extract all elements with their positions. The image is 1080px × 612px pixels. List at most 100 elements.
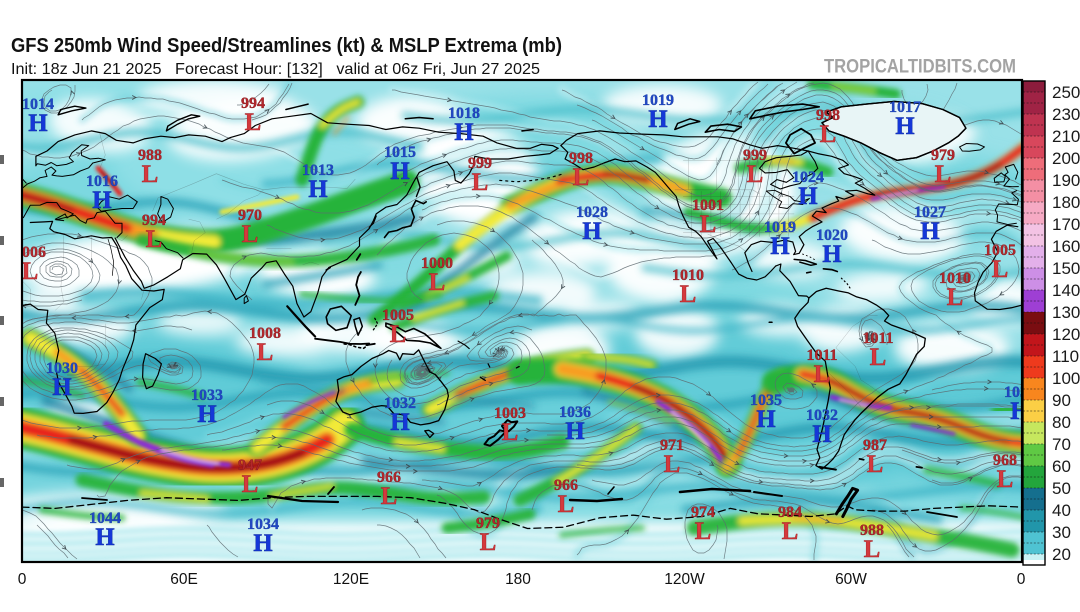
svg-text:1010: 1010 [672, 267, 704, 284]
svg-text:1028: 1028 [576, 204, 608, 221]
svg-text:140: 140 [1052, 281, 1080, 300]
svg-text:250: 250 [1052, 83, 1080, 102]
svg-text:999: 999 [468, 155, 492, 172]
svg-text:966: 966 [554, 477, 578, 494]
svg-text:L: L [390, 321, 407, 348]
svg-text:200: 200 [1052, 149, 1080, 168]
svg-text:30: 30 [1052, 523, 1071, 542]
svg-text:1036: 1036 [559, 404, 591, 421]
svg-text:L: L [992, 256, 1009, 283]
svg-text:80: 80 [1052, 413, 1071, 432]
svg-text:H: H [1010, 398, 1030, 425]
svg-text:L: L [381, 483, 398, 510]
svg-text:50: 50 [1052, 479, 1071, 498]
svg-text:1044: 1044 [89, 510, 121, 527]
svg-text:H: H [582, 218, 602, 245]
svg-text:L: L [480, 529, 497, 556]
svg-text:H: H [648, 106, 668, 133]
svg-text:1035: 1035 [1004, 384, 1036, 401]
svg-text:L: L [245, 109, 262, 136]
svg-text:L: L [242, 471, 259, 498]
svg-text:947: 947 [238, 457, 262, 474]
svg-text:979: 979 [931, 147, 955, 164]
svg-text:0: 0 [18, 571, 27, 588]
svg-text:994: 994 [142, 212, 166, 229]
svg-text:L: L [870, 344, 887, 371]
svg-text:H: H [28, 110, 48, 137]
svg-text:210: 210 [1052, 127, 1080, 146]
svg-text:120: 120 [1052, 325, 1080, 344]
svg-text:L: L [257, 339, 274, 366]
svg-text:110: 110 [1052, 347, 1079, 366]
svg-text:H: H [92, 187, 112, 214]
svg-text:987: 987 [863, 437, 887, 454]
svg-text:L: L [142, 161, 159, 188]
svg-text:H: H [197, 401, 217, 428]
svg-text:40: 40 [1052, 501, 1071, 520]
svg-text:988: 988 [860, 522, 884, 539]
svg-text:1019: 1019 [764, 219, 796, 236]
svg-text:70: 70 [1052, 435, 1071, 454]
svg-text:1018: 1018 [448, 105, 480, 122]
svg-text:1035: 1035 [750, 392, 782, 409]
svg-text:1011: 1011 [806, 347, 837, 364]
svg-text:L: L [947, 284, 964, 311]
svg-text:1032: 1032 [806, 407, 838, 424]
svg-text:160: 160 [1052, 237, 1080, 256]
svg-text:998: 998 [816, 107, 840, 124]
svg-text:150: 150 [1052, 259, 1080, 278]
svg-text:971: 971 [660, 437, 684, 454]
svg-text:L: L [820, 121, 837, 148]
svg-text:1001: 1001 [692, 197, 724, 214]
svg-text:H: H [920, 218, 940, 245]
svg-text:L: L [242, 221, 259, 248]
svg-text:60: 60 [1052, 457, 1071, 476]
svg-text:1020: 1020 [816, 227, 848, 244]
svg-text:L: L [935, 161, 952, 188]
svg-text:1019: 1019 [642, 92, 674, 109]
svg-text:H: H [52, 374, 72, 401]
svg-text:60W: 60W [835, 571, 867, 588]
svg-text:L: L [558, 491, 575, 518]
svg-text:1003: 1003 [494, 405, 526, 422]
svg-text:1013: 1013 [302, 162, 334, 179]
svg-text:60E: 60E [170, 571, 198, 588]
svg-text:1027: 1027 [914, 204, 946, 221]
svg-text:1006: 1006 [14, 244, 46, 261]
svg-text:1008: 1008 [249, 325, 281, 342]
svg-text:L: L [573, 164, 590, 191]
svg-text:90: 90 [1052, 391, 1071, 410]
svg-text:130: 130 [1052, 303, 1080, 322]
svg-text:1000: 1000 [421, 255, 453, 272]
svg-text:L: L [782, 518, 799, 545]
svg-text:974: 974 [691, 504, 715, 521]
svg-text:1011: 1011 [862, 330, 893, 347]
svg-text:1024: 1024 [792, 169, 824, 186]
svg-text:H: H [253, 530, 273, 557]
svg-text:1014: 1014 [22, 96, 54, 113]
svg-text:L: L [695, 518, 712, 545]
svg-text:L: L [867, 451, 884, 478]
svg-text:1034: 1034 [247, 516, 279, 533]
svg-text:190: 190 [1052, 171, 1080, 190]
svg-text:0: 0 [1017, 571, 1026, 588]
svg-text:170: 170 [1052, 215, 1080, 234]
svg-text:968: 968 [993, 452, 1017, 469]
svg-text:1033: 1033 [191, 387, 223, 404]
svg-text:1010: 1010 [939, 270, 971, 287]
svg-text:H: H [770, 233, 790, 260]
svg-text:1032: 1032 [384, 395, 416, 412]
svg-text:L: L [700, 211, 717, 238]
svg-text:L: L [864, 536, 881, 563]
svg-text:L: L [22, 258, 39, 285]
svg-text:1017: 1017 [889, 99, 921, 116]
svg-text:180: 180 [1052, 193, 1080, 212]
svg-text:L: L [146, 226, 163, 253]
svg-text:998: 998 [569, 150, 593, 167]
svg-text:970: 970 [238, 207, 262, 224]
svg-text:100: 100 [1052, 369, 1080, 388]
svg-text:120E: 120E [333, 571, 369, 588]
svg-text:20: 20 [1052, 545, 1071, 564]
svg-text:994: 994 [241, 95, 265, 112]
svg-text:1005: 1005 [984, 242, 1016, 259]
